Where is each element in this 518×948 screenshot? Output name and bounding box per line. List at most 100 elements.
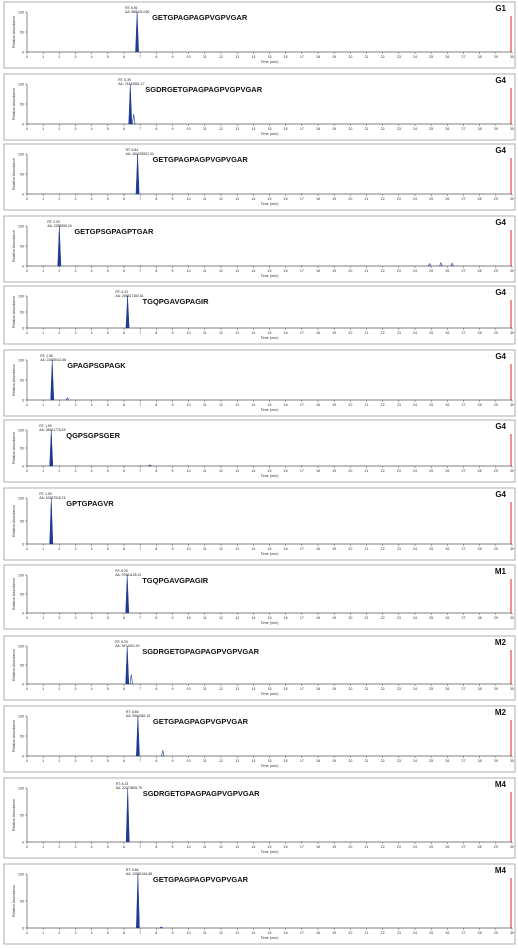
peak-minor — [129, 674, 133, 685]
x-tick-label: 15 — [268, 759, 272, 763]
x-tick-label: 4 — [91, 931, 93, 935]
x-tick-label: 27 — [462, 687, 466, 691]
y-axis-label: Relative Abundance — [12, 158, 16, 190]
peak-rt-label: RT: 6.81 — [125, 6, 138, 10]
group-label: M2 — [495, 708, 507, 717]
x-tick-label: 9 — [172, 616, 174, 620]
x-tick-label: 8 — [155, 403, 157, 407]
x-tick-label: 0 — [26, 403, 28, 407]
x-tick-label: 3 — [75, 269, 77, 273]
x-tick-label: 13 — [235, 931, 239, 935]
x-tick-label: 23 — [397, 547, 401, 551]
x-tick-label: 4 — [91, 197, 93, 201]
x-tick-label: 24 — [413, 687, 417, 691]
x-tick-label: 28 — [478, 845, 482, 849]
x-tick-label: 8 — [155, 331, 157, 335]
x-tick-label: 16 — [284, 197, 288, 201]
x-tick-label: 12 — [219, 331, 223, 335]
x-tick-label: 12 — [219, 616, 223, 620]
x-tick-label: 13 — [235, 616, 239, 620]
peptide-label: TGQPGAVGPAGIR — [143, 297, 210, 306]
x-tick-label: 1 — [42, 269, 44, 273]
x-tick-label: 29 — [494, 469, 498, 473]
x-tick-label: 26 — [445, 331, 449, 335]
x-tick-label: 20 — [348, 269, 352, 273]
x-tick-label: 30 — [510, 687, 514, 691]
x-tick-label: 6 — [123, 197, 125, 201]
y-tick-label: 100 — [18, 83, 24, 87]
y-axis-label: Relative Abundance — [12, 799, 16, 831]
x-tick-label: 15 — [268, 127, 272, 131]
x-tick-label: 19 — [332, 845, 336, 849]
x-tick-label: 2 — [58, 403, 60, 407]
x-tick-label: 15 — [268, 403, 272, 407]
x-tick-label: 26 — [445, 269, 449, 273]
y-axis-label: Relative Abundance — [12, 578, 16, 610]
x-tick-label: 16 — [284, 931, 288, 935]
panel-border — [3, 419, 516, 483]
x-tick-label: 13 — [235, 845, 239, 849]
x-tick-label: 12 — [219, 55, 223, 59]
x-tick-label: 26 — [445, 197, 449, 201]
x-tick-label: 8 — [155, 547, 157, 551]
peak-main — [125, 645, 130, 685]
x-tick-label: 22 — [381, 269, 385, 273]
x-tick-label: 17 — [300, 403, 304, 407]
x-tick-label: 24 — [413, 55, 417, 59]
peptide-label: GETGPAGPAGPVGPVGAR — [153, 155, 249, 164]
x-axis-label: Time (min) — [261, 850, 280, 854]
y-tick-label: 50 — [20, 173, 24, 177]
x-tick-label: 3 — [75, 616, 77, 620]
x-tick-label: 28 — [478, 403, 482, 407]
x-tick-label: 30 — [510, 127, 514, 131]
x-tick-label: 10 — [187, 759, 191, 763]
panel-border — [3, 705, 516, 773]
x-tick-label: 20 — [348, 197, 352, 201]
x-tick-label: 30 — [510, 55, 514, 59]
x-tick-label: 2 — [58, 55, 60, 59]
x-tick-label: 6 — [123, 931, 125, 935]
x-tick-label: 0 — [26, 331, 28, 335]
x-tick-label: 29 — [494, 55, 498, 59]
x-tick-label: 10 — [187, 845, 191, 849]
peak-main — [125, 574, 130, 614]
x-tick-label: 22 — [381, 197, 385, 201]
x-tick-label: 0 — [26, 269, 28, 273]
x-tick-label: 29 — [494, 331, 498, 335]
peak-main — [125, 295, 130, 329]
x-tick-label: 5 — [107, 469, 109, 473]
peptide-label: GETGPAGPAGPVGPVGAR — [153, 717, 249, 726]
x-tick-label: 30 — [510, 931, 514, 935]
x-tick-label: 18 — [316, 331, 320, 335]
x-tick-label: 18 — [316, 687, 320, 691]
x-tick-label: 30 — [510, 547, 514, 551]
peptide-label: SGDRGETGPAGPAGPVGPVGAR — [142, 647, 259, 656]
group-label: G4 — [495, 76, 506, 85]
y-tick-label: 0 — [22, 327, 24, 331]
peak-area-label: AA: 9471401.00 — [115, 644, 139, 648]
x-tick-label: 23 — [397, 127, 401, 131]
x-tick-label: 15 — [268, 469, 272, 473]
x-tick-label: 18 — [316, 845, 320, 849]
peak-rt-label: RT: 6.86 — [126, 710, 139, 714]
x-tick-label: 22 — [381, 616, 385, 620]
x-tick-label: 22 — [381, 931, 385, 935]
x-tick-label: 20 — [348, 845, 352, 849]
x-tick-label: 7 — [139, 616, 141, 620]
x-tick-label: 25 — [429, 687, 433, 691]
x-tick-label: 3 — [75, 331, 77, 335]
x-tick-label: 14 — [251, 845, 255, 849]
x-tick-label: 30 — [510, 403, 514, 407]
y-tick-label: 100 — [18, 645, 24, 649]
x-tick-label: 17 — [300, 547, 304, 551]
x-tick-label: 3 — [75, 687, 77, 691]
x-tick-label: 8 — [155, 269, 157, 273]
y-axis-label: Relative Abundance — [12, 649, 16, 681]
x-tick-label: 8 — [155, 469, 157, 473]
x-tick-label: 24 — [413, 403, 417, 407]
x-tick-label: 30 — [510, 616, 514, 620]
x-tick-label: 22 — [381, 331, 385, 335]
x-tick-label: 6 — [123, 469, 125, 473]
